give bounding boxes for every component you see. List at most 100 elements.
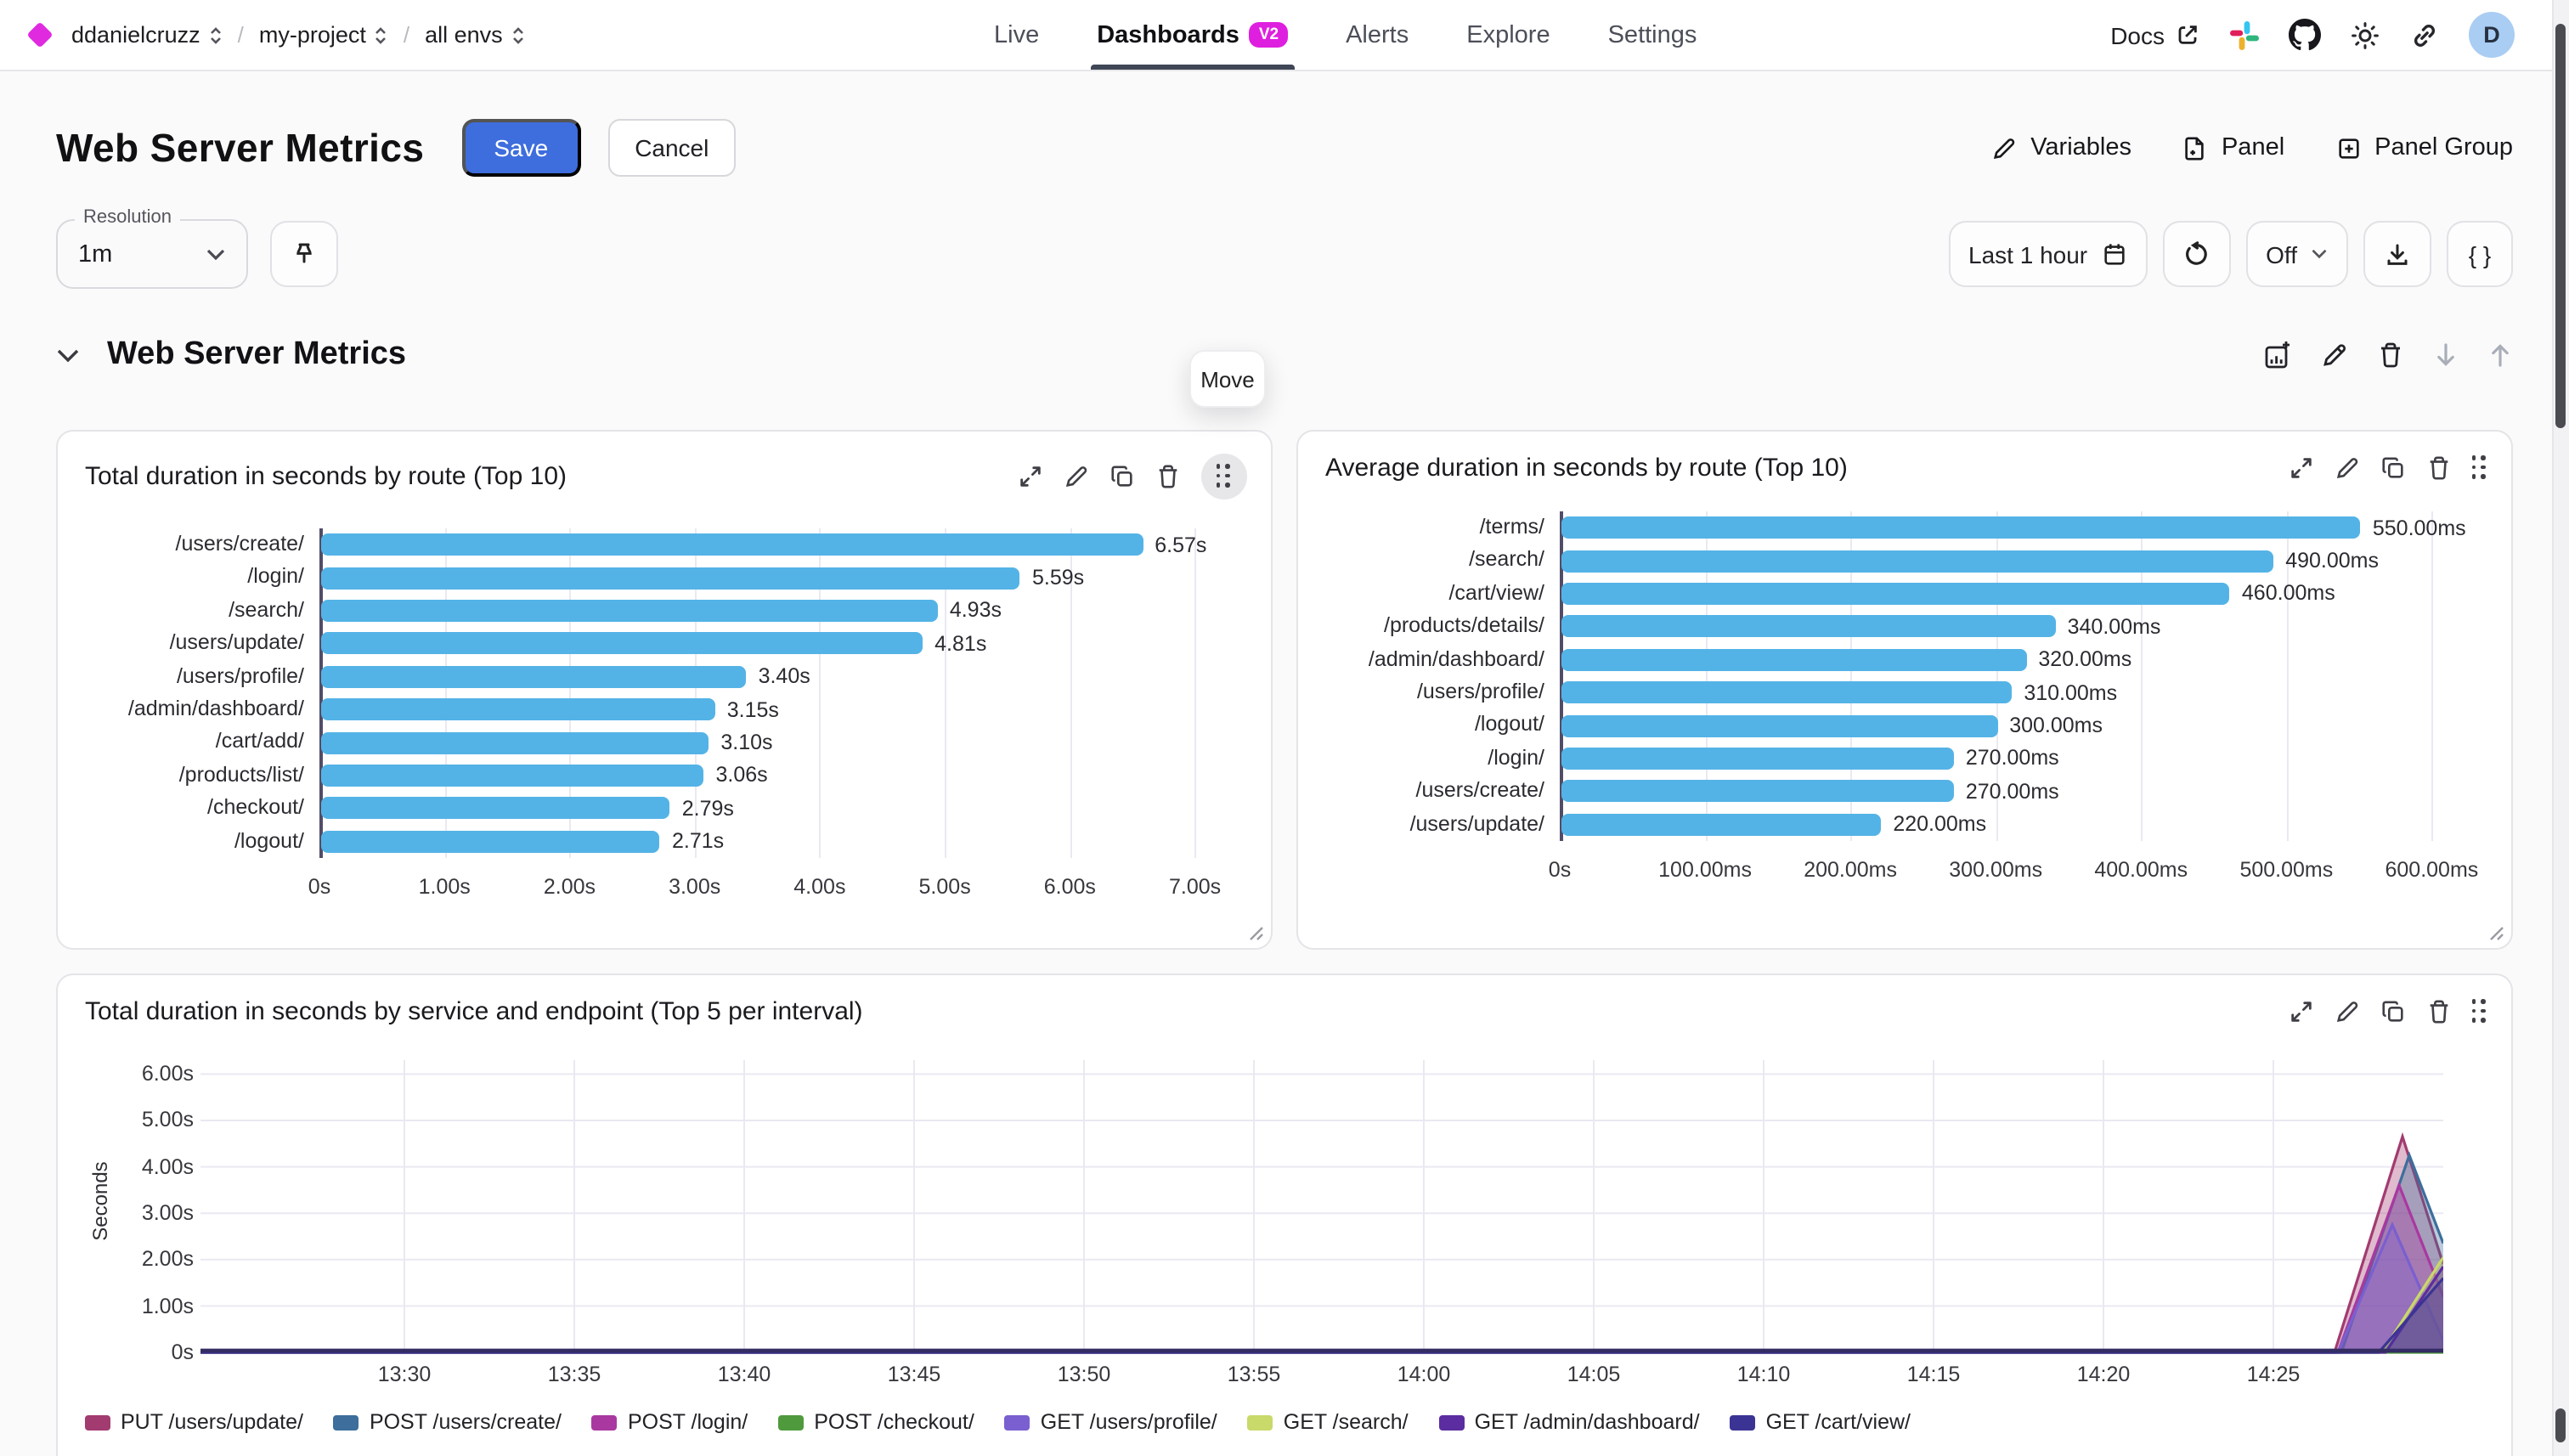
variables-button[interactable]: Variables (1991, 134, 2131, 161)
breadcrumb-env-label: all envs (425, 22, 503, 48)
code-label: { } (2468, 240, 2492, 268)
gridline (1070, 528, 1072, 858)
scrollbar-thumb[interactable] (2555, 24, 2566, 428)
x-tick-label: 14:05 (1567, 1363, 1621, 1386)
bar-category-label: /products/list/ (178, 762, 304, 787)
slack-icon[interactable] (2229, 20, 2260, 50)
expand-panel-icon[interactable] (2288, 455, 2313, 481)
panel-total-duration-by-route: Total duration in seconds by route (Top … (56, 430, 1273, 950)
legend-item[interactable]: POST /users/create/ (333, 1410, 562, 1434)
x-axis: 0s 1.00s 2.00s 3.00s 4.00s 5.00s 6.00s 7.00s (308, 865, 1244, 906)
add-panel-button[interactable]: Panel (2182, 134, 2284, 161)
legend-item[interactable]: PUT /users/update/ (85, 1410, 303, 1434)
breadcrumb-project[interactable]: my-project (259, 22, 388, 48)
legend-item[interactable]: GET /cart/view/ (1730, 1410, 1911, 1434)
drag-handle-icon[interactable] (1201, 454, 1247, 499)
share-link-icon[interactable] (2409, 20, 2440, 50)
x-tick-label: 200.00ms (1804, 857, 1898, 882)
legend-item[interactable]: GET /search/ (1247, 1410, 1409, 1434)
download-button[interactable] (2363, 221, 2431, 287)
scrollbar-thumb-bottom[interactable] (2555, 1408, 2566, 1442)
gridline (569, 528, 572, 858)
legend-swatch-icon (1004, 1414, 1030, 1430)
scrollbar-track[interactable] (2552, 0, 2569, 1456)
bar-value-label: 3.06s (715, 763, 768, 787)
logo-icon[interactable] (26, 21, 54, 48)
tab-settings[interactable]: Settings (1608, 0, 1697, 70)
nav-right: Docs D (2110, 12, 2538, 58)
legend-item[interactable]: GET /admin/dashboard/ (1438, 1410, 1700, 1434)
save-button[interactable]: Save (461, 119, 581, 177)
area-series-line (200, 1277, 2443, 1354)
delete-panel-icon[interactable] (2425, 455, 2451, 481)
area-series-line (200, 1221, 2443, 1354)
refresh-button[interactable] (2162, 221, 2231, 287)
expand-panel-icon[interactable] (1018, 464, 1043, 489)
legend-item[interactable]: POST /checkout/ (778, 1410, 974, 1434)
tab-live[interactable]: Live (994, 0, 1039, 70)
legend-swatch-icon (1438, 1414, 1465, 1430)
cancel-button[interactable]: Cancel (607, 119, 737, 177)
y-tick-label: 4.00s (141, 1154, 194, 1179)
resize-handle-icon[interactable] (2489, 926, 2504, 941)
breadcrumb-org[interactable]: ddanielcruzz (71, 22, 223, 48)
drag-handle-icon[interactable] (2471, 999, 2487, 1024)
x-tick-label: 14:20 (2076, 1363, 2131, 1386)
bar-row: 310.00ms (1560, 676, 2484, 709)
edit-panel-icon[interactable] (2334, 455, 2359, 481)
duplicate-panel-icon[interactable] (2380, 999, 2405, 1024)
delete-panel-icon[interactable] (1155, 464, 1181, 489)
collapse-chevron-icon[interactable] (56, 347, 80, 363)
add-chart-icon[interactable] (2263, 341, 2292, 370)
edit-section-icon[interactable] (2321, 341, 2348, 369)
bar-row: 270.00ms (1560, 742, 2484, 775)
auto-refresh-select[interactable]: Off (2245, 221, 2348, 287)
chevron-down-icon (2312, 249, 2327, 259)
tab-alerts[interactable]: Alerts (1346, 0, 1409, 70)
edit-panel-icon[interactable] (2334, 999, 2359, 1024)
tab-explore[interactable]: Explore (1466, 0, 1550, 70)
x-tick-label: 7.00s (1168, 874, 1222, 899)
legend-label: PUT /users/update/ (121, 1410, 303, 1434)
bar-row: 5.59s (319, 562, 1244, 595)
bar-category-labels: /terms/ /search/ /cart/view/ /products/deta… (1322, 511, 1560, 841)
move-section-up-icon[interactable] (2487, 341, 2513, 369)
panel-icons (1018, 454, 1247, 499)
gridline (2286, 511, 2289, 841)
bar (321, 797, 670, 820)
pin-resolution-button[interactable] (270, 221, 338, 287)
legend-item[interactable]: POST /login/ (591, 1410, 748, 1434)
tab-dashboards[interactable]: Dashboards V2 (1090, 0, 1296, 70)
duplicate-panel-icon[interactable] (1109, 464, 1135, 489)
delete-section-icon[interactable] (2377, 341, 2404, 369)
delete-panel-icon[interactable] (2425, 999, 2451, 1024)
gridline (1850, 511, 1853, 841)
bar-row: 460.00ms (1560, 578, 2484, 611)
theme-toggle-sun-icon[interactable] (2350, 20, 2380, 50)
github-icon[interactable] (2289, 19, 2321, 51)
duplicate-panel-icon[interactable] (2380, 455, 2405, 481)
time-range-button[interactable]: Last 1 hour (1948, 221, 2148, 287)
drag-handle-icon[interactable] (2471, 455, 2487, 481)
move-section-down-icon[interactable] (2433, 341, 2459, 369)
code-json-button[interactable]: { } (2447, 221, 2513, 287)
expand-panel-icon[interactable] (2288, 999, 2313, 1024)
bar-value-label: 5.59s (1031, 566, 1085, 590)
bar-row: 4.93s (319, 595, 1244, 628)
gridline (1705, 511, 1708, 841)
area-series-line (200, 1181, 2443, 1354)
legend-item[interactable]: GET /users/profile/ (1004, 1410, 1217, 1434)
bar (1561, 550, 2274, 573)
breadcrumb-env[interactable]: all envs (425, 22, 525, 48)
resize-handle-icon[interactable] (1249, 926, 1264, 941)
resolution-label: Resolution (75, 207, 180, 228)
edit-panel-icon[interactable] (1064, 464, 1089, 489)
breadcrumb-org-label: ddanielcruzz (71, 22, 200, 48)
bar-category-labels: /users/create/ /login/ /search/ /users/upda… (82, 528, 319, 858)
avatar[interactable]: D (2469, 12, 2515, 58)
resolution-select[interactable]: Resolution 1m (56, 207, 248, 289)
section-icons (2263, 341, 2513, 370)
gridline (694, 528, 697, 858)
add-panel-group-button[interactable]: Panel Group (2335, 134, 2513, 161)
docs-link[interactable]: Docs (2110, 21, 2200, 48)
